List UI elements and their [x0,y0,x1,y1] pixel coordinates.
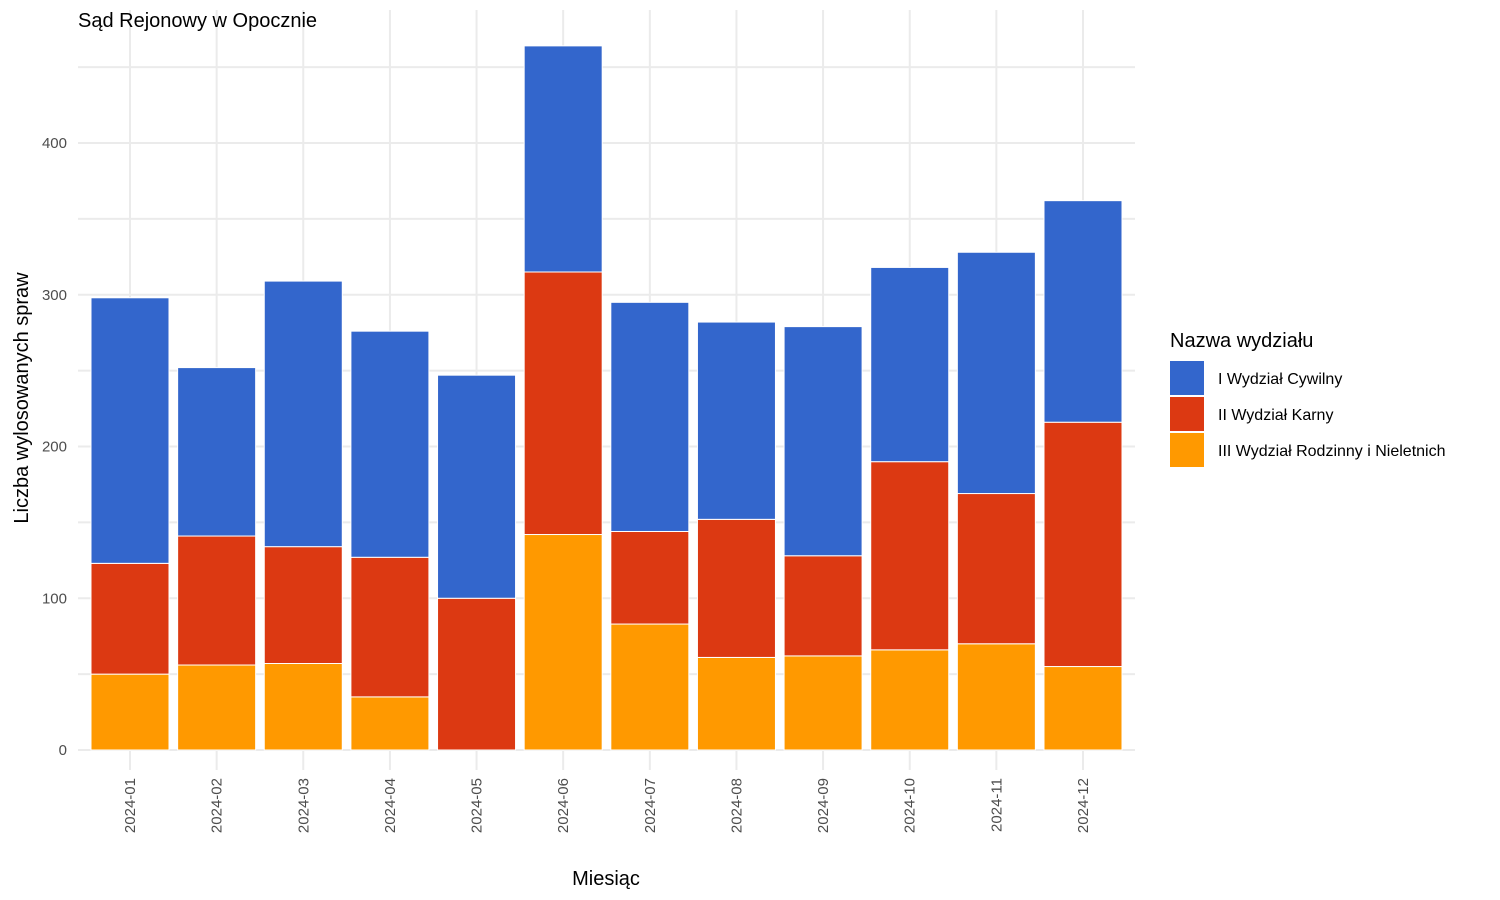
bar-segment [90,673,170,751]
bar-segment [783,655,863,751]
x-tick-label: 2024-10 [902,778,919,833]
x-tick-label: 2024-12 [1075,778,1092,833]
bar-segment [783,326,863,557]
bar-segment [783,555,863,657]
bar-segment [523,534,603,751]
bar-segment [870,461,950,651]
x-tick-label: 2024-07 [642,778,659,833]
bar-segment [263,546,343,665]
bar-segment [350,696,430,751]
bar-segment [350,556,430,698]
bar-segment [263,280,343,548]
bar-segment [870,266,950,463]
bar-segment [696,518,776,658]
bar-segment [1043,666,1123,751]
y-tick-label: 200 [42,439,67,456]
x-tick-label: 2024-05 [469,778,486,833]
legend: Nazwa wydziału I Wydział Cywilny II Wydzi… [1170,330,1446,467]
y-tick-label: 100 [42,590,67,607]
bar-segment [523,45,603,273]
x-tick-label: 2024-02 [209,778,226,833]
bar-segment [956,493,1036,645]
legend-label: III Wydział Rodzinny i Nieletnich [1218,443,1446,460]
y-tick-labels: 0 100 200 300 400 [42,135,67,759]
bar-segment [523,271,603,536]
bar-segment [437,374,517,599]
legend-label: II Wydział Karny [1218,407,1333,424]
bar-segment [1043,200,1123,423]
y-axis-title: Liczba wylosowanych spraw [11,272,33,524]
bar-segment [263,663,343,751]
y-tick-label: 300 [42,287,67,304]
legend-title: Nazwa wydziału [1170,330,1313,352]
legend-swatch [1170,433,1204,467]
legend-swatch [1170,397,1204,431]
bar-segment [956,643,1036,751]
chart-title: Sąd Rejonowy w Opocznie [78,10,317,32]
x-tick-label: 2024-04 [382,778,399,833]
x-tick-label: 2024-08 [728,778,745,833]
bar-segment [177,664,257,751]
bar-segment [870,649,950,751]
bar-segment [437,597,517,751]
x-tick-label: 2024-09 [815,778,832,833]
bars [90,45,1123,751]
bar-segment [610,530,690,625]
bar-segment [90,562,170,675]
bar-segment [610,301,690,532]
legend-swatch [1170,361,1204,395]
bar-segment [1043,421,1123,668]
bar-segment [610,623,690,751]
x-tick-label: 2024-06 [555,778,572,833]
x-tick-label: 2024-11 [988,778,1005,832]
legend-label: I Wydział Cywilny [1218,371,1342,388]
y-tick-label: 0 [59,742,67,759]
bar-segment [696,321,776,520]
y-tick-label: 400 [42,135,67,152]
bar-segment [177,535,257,666]
bar-segment [696,656,776,751]
x-tick-label: 2024-03 [295,778,312,833]
x-tick-label: 2024-01 [122,778,139,833]
bar-segment [350,330,430,558]
bar-segment [177,367,257,537]
x-axis-title: Miesiąc [572,868,640,890]
bar-segment [90,297,170,564]
x-tick-labels: 2024-01 2024-02 2024-03 2024-04 2024-05 2024-… [122,778,1092,833]
bar-segment [956,251,1036,495]
